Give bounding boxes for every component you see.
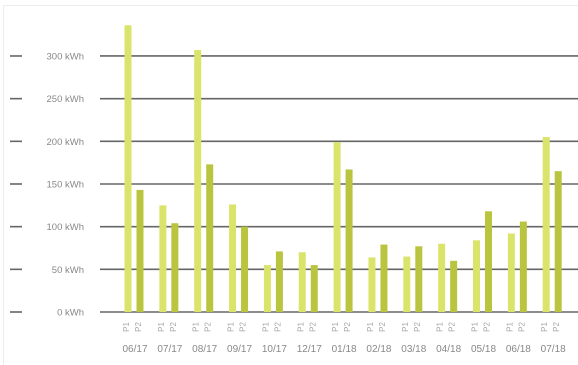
bar-p2-06-17	[136, 189, 144, 312]
x-category-label: 08/17	[192, 344, 217, 355]
bar-p1-06-18	[507, 233, 515, 312]
bar-p2-02-18	[380, 244, 388, 312]
bar-p1-10-17	[263, 265, 271, 312]
bar-p1-12-17	[298, 252, 306, 312]
bar-p2-10-17	[275, 251, 283, 312]
x-sublabel: P1	[261, 322, 270, 332]
bar-p2-12-17	[310, 265, 318, 312]
x-sublabel: P2	[517, 322, 526, 332]
x-category-label: 07/18	[541, 344, 566, 355]
x-sublabel: P2	[378, 322, 387, 332]
x-category-label: 06/18	[506, 344, 531, 355]
x-sublabel: P1	[227, 322, 236, 332]
x-category-label: 09/17	[227, 344, 252, 355]
x-sublabel: P1	[505, 322, 514, 332]
y-tick-label: 150 kWh	[47, 179, 85, 190]
y-tick-label: 50 kWh	[52, 265, 84, 276]
x-sublabel: P2	[169, 322, 178, 332]
x-category-label: 10/17	[262, 344, 287, 355]
x-category-label: 02/18	[366, 344, 391, 355]
bar-p1-02-18	[368, 257, 376, 312]
x-sublabel: P2	[483, 322, 492, 332]
x-sublabel: P1	[157, 322, 166, 332]
bar-p1-01-18	[333, 142, 341, 312]
y-tick-label: 200 kWh	[47, 137, 85, 148]
x-sublabel: P1	[192, 322, 201, 332]
x-category-label: 05/18	[471, 344, 496, 355]
x-sublabel: P2	[552, 322, 561, 332]
x-category-label: 07/17	[157, 344, 182, 355]
bar-p1-09-17	[229, 204, 237, 312]
bar-p1-08-17	[194, 50, 202, 313]
x-sublabel: P2	[239, 322, 248, 332]
bar-p2-07-18	[554, 171, 562, 312]
bar-p2-07-17	[171, 223, 179, 312]
x-sublabel: P1	[540, 322, 549, 332]
bar-p2-06-18	[519, 221, 527, 312]
x-category-label: 01/18	[332, 344, 357, 355]
x-sublabel: P1	[401, 322, 410, 332]
x-sublabel: P1	[366, 322, 375, 332]
bar-p2-05-18	[485, 211, 492, 312]
x-sublabel: P2	[308, 322, 317, 332]
x-sublabel: P1	[471, 322, 480, 332]
y-axis-ticks: 0 kWh 50 kWh 100 kWh 150 kWh 200 kWh 250 kWh 3…	[10, 51, 85, 319]
x-sublabel: P2	[273, 322, 282, 332]
x-category-label: 03/18	[401, 344, 426, 355]
x-sublabel: P2	[134, 322, 143, 332]
x-sublabel: P1	[331, 322, 340, 332]
x-sublabel: P2	[413, 322, 422, 332]
x-sublabel: P1	[436, 322, 445, 332]
x-sublabel: P1	[296, 322, 305, 332]
y-tick-label: 250 kWh	[47, 94, 85, 105]
bar-p1-06-17	[124, 25, 132, 313]
bar-p2-04-18	[450, 260, 458, 312]
x-sublabel: P2	[204, 322, 213, 332]
x-category-label: 12/17	[297, 344, 322, 355]
bar-p1-03-18	[403, 256, 411, 312]
x-sublabel: P1	[122, 322, 131, 332]
y-tick-label: 300 kWh	[47, 51, 85, 62]
chart-frame	[3, 5, 578, 365]
bar-p2-08-17	[206, 164, 214, 312]
bar-p1-07-18	[542, 137, 550, 312]
bar-p2-03-18	[415, 246, 423, 312]
bar-p1-05-18	[473, 240, 480, 312]
y-tick-label: 100 kWh	[47, 222, 85, 233]
bar-p1-07-17	[159, 205, 167, 312]
bar-p2-01-18	[345, 169, 353, 312]
bar-p1-04-18	[438, 243, 446, 312]
x-sublabel: P2	[448, 322, 457, 332]
bars	[124, 25, 562, 313]
bar-p2-09-17	[241, 226, 249, 312]
x-sublabel: P2	[343, 322, 352, 332]
y-tick-label: 0 kWh	[57, 308, 84, 319]
x-category-label: 04/18	[436, 344, 461, 355]
x-category-label: 06/17	[122, 344, 147, 355]
